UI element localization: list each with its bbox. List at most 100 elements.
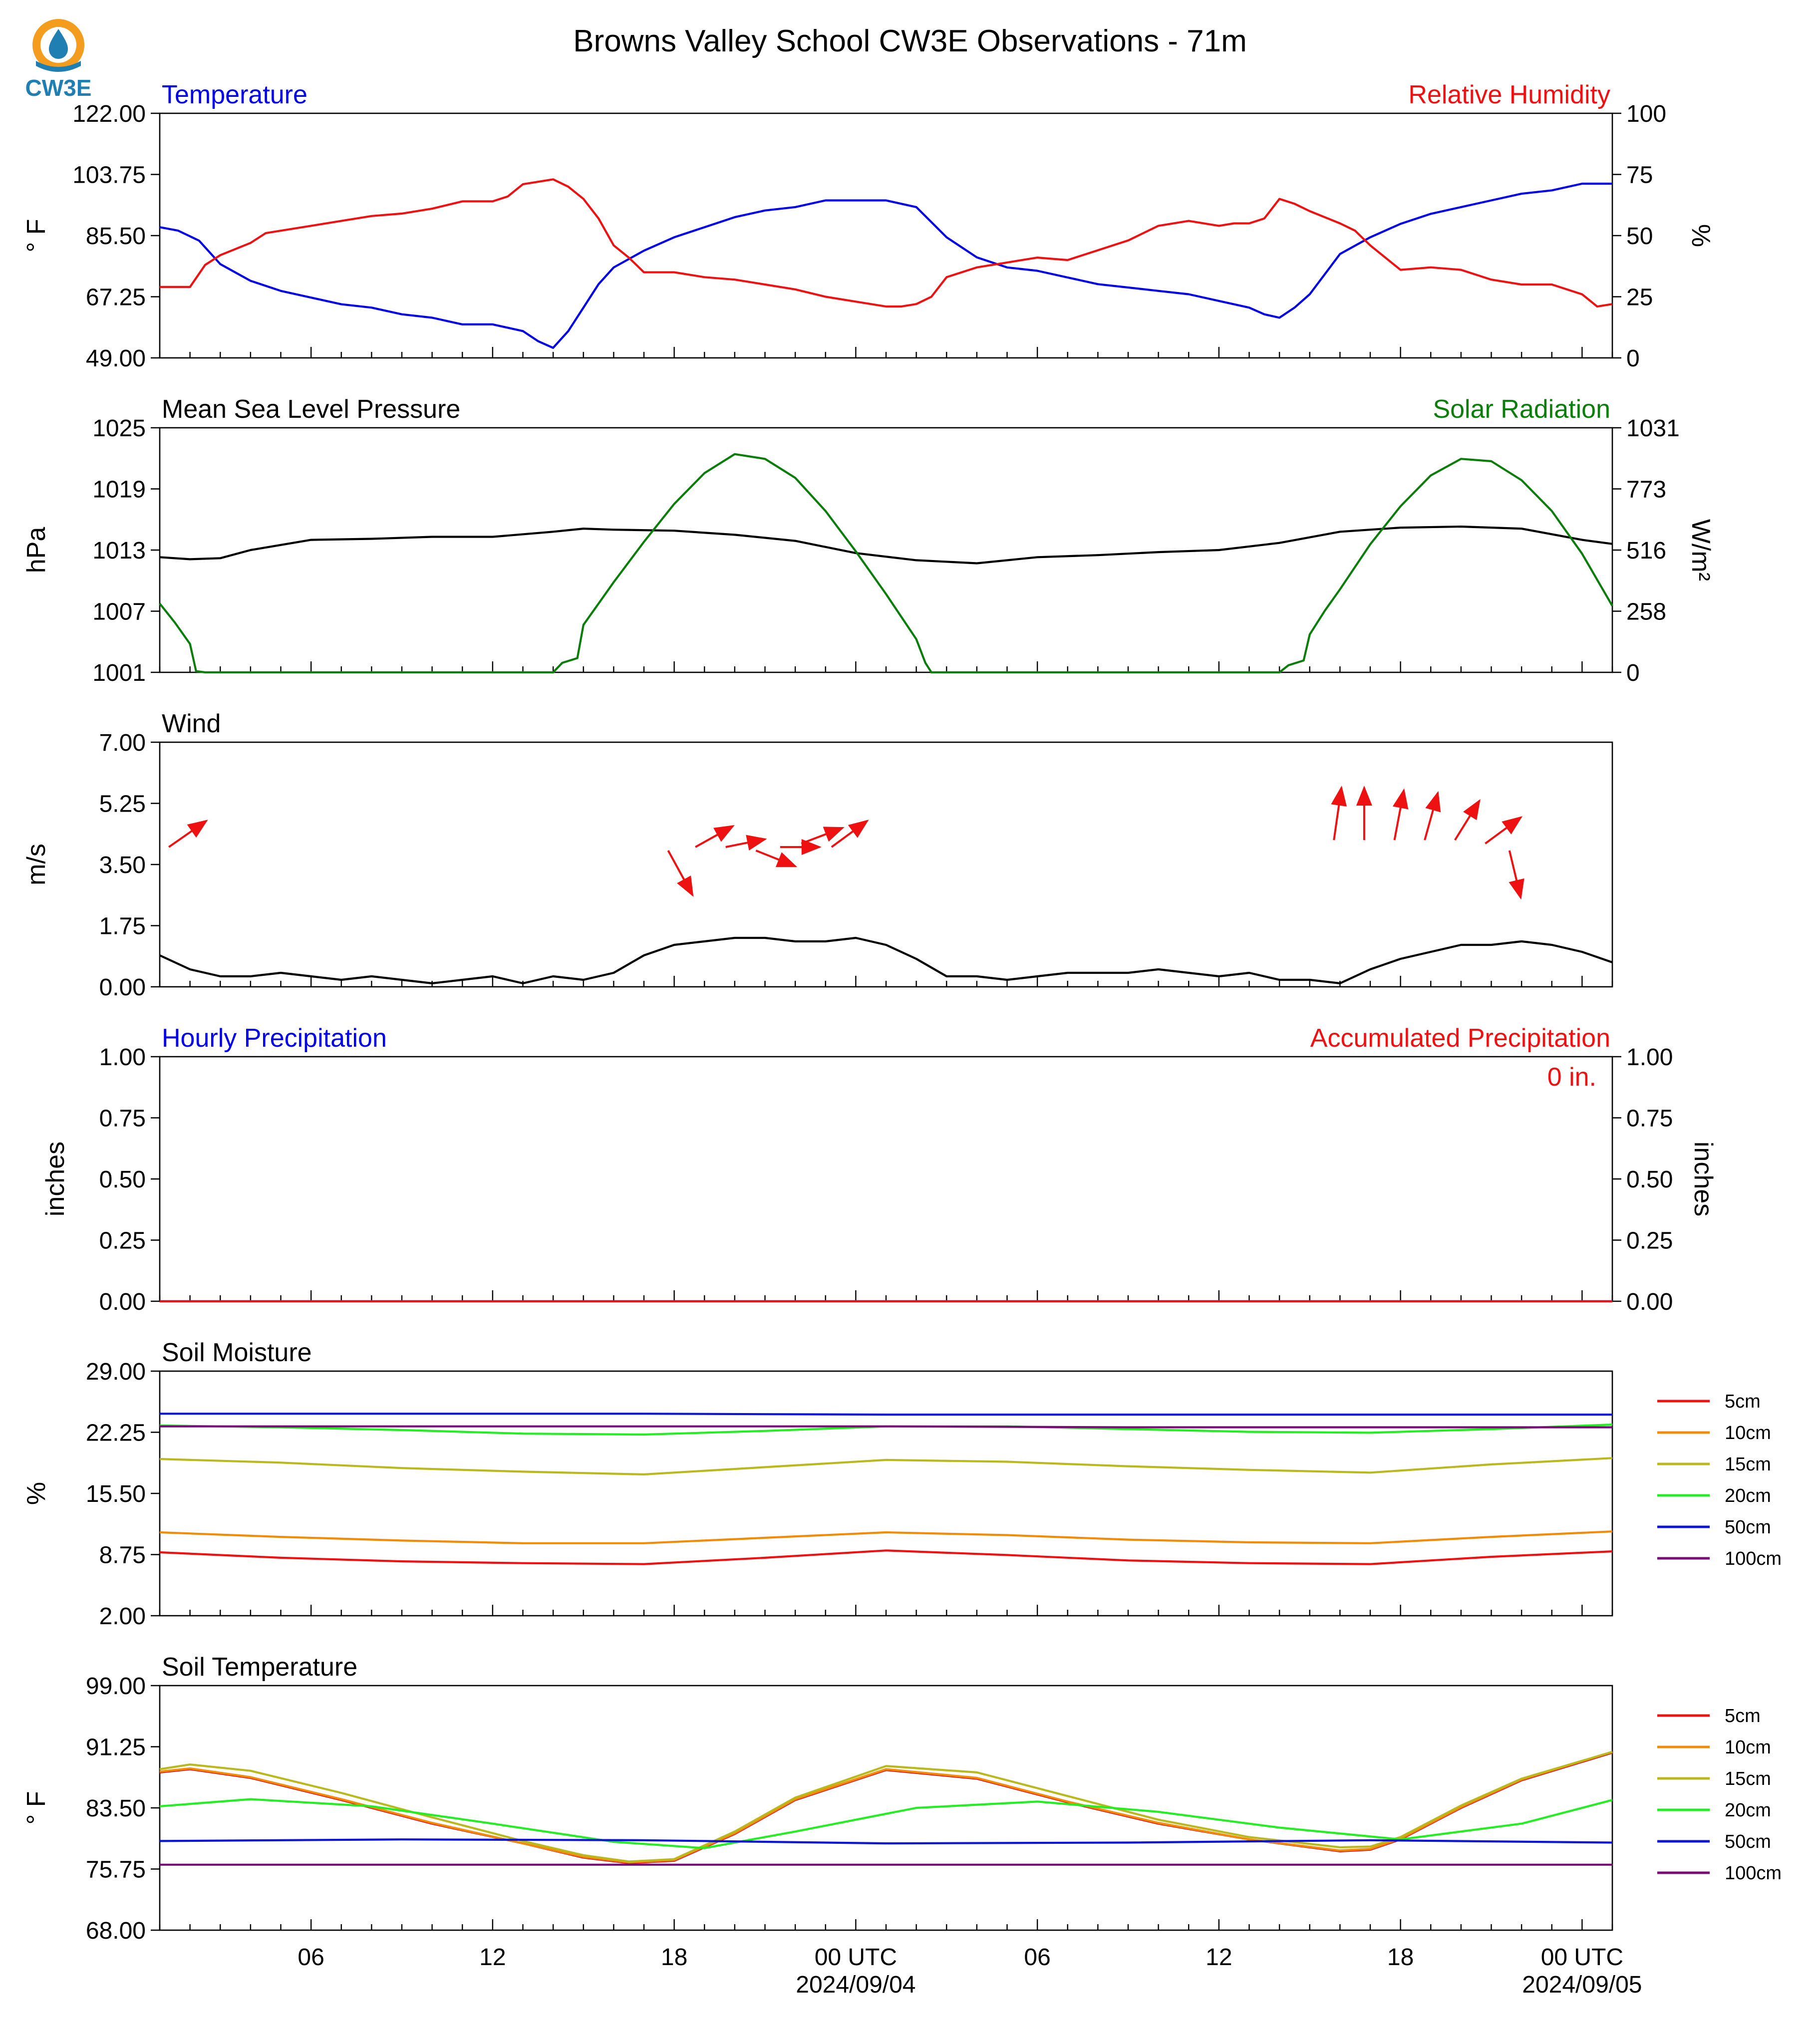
x-tick-label: 12 xyxy=(1206,1944,1232,1971)
series-line-2 xyxy=(159,1750,1613,1864)
y-tick-label: 0.75 xyxy=(99,1106,146,1132)
legend-entry: 20cm xyxy=(1725,1485,1771,1506)
panel-title-left: Mean Sea Level Pressure xyxy=(162,395,460,424)
series-line-5 xyxy=(160,1413,1612,1416)
legend-entry: 5cm xyxy=(1725,1706,1761,1727)
panel-title-left: Temperature xyxy=(162,80,307,109)
legend-entry: 5cm xyxy=(1725,1391,1761,1412)
wind-vector xyxy=(755,850,797,868)
y-tick-label: 91.25 xyxy=(86,1735,146,1761)
panel-6: 99.00 91.25 83.50 75.75 68.00 ° F Soil Tempera… xyxy=(22,1653,1782,1944)
y-tick-right-label: 0.25 xyxy=(1626,1228,1673,1254)
y-tick-right-label: 258 xyxy=(1626,599,1666,625)
logo-text: CW3E xyxy=(25,75,92,101)
x-tick-label: 12 xyxy=(479,1944,506,1971)
series-line-6 xyxy=(160,1425,1612,1429)
y-tick-right-label: 100 xyxy=(1626,101,1666,127)
wind-vector xyxy=(1508,850,1524,900)
wind-vector xyxy=(1331,786,1347,841)
x-tick-label: 00 UTC xyxy=(815,1944,897,1971)
panel-2: 1025 1019 1013 1007 1001 1031 773 516 258 0 hPa W/m… xyxy=(22,395,1715,686)
accumulated-total-label: 0 in. xyxy=(1547,1063,1596,1092)
wind-vector xyxy=(1454,799,1481,841)
y-tick-label: 99.00 xyxy=(86,1673,146,1700)
y-tick-right-label: 25 xyxy=(1626,285,1653,311)
panel-4: 1.00 0.75 0.50 0.25 0.00 1.00 0.75 0.50 0.25 0.00… xyxy=(41,1024,1718,1315)
series-line-2 xyxy=(159,453,1613,674)
x-tick-label: 18 xyxy=(661,1944,687,1971)
legend-entry: 10cm xyxy=(1725,1737,1771,1758)
wind-vector xyxy=(1392,788,1409,841)
y-tick-label: 0.00 xyxy=(99,1289,146,1315)
y-axis-label: m/s xyxy=(22,844,51,885)
x-tick-label: 06 xyxy=(1024,1944,1050,1971)
legend-entry: 10cm xyxy=(1725,1423,1771,1444)
y-axis-label: hPa xyxy=(22,527,51,574)
wind-vector xyxy=(831,820,869,848)
y-tick-label: 0.50 xyxy=(99,1166,146,1193)
x-date-label: 2024/09/04 xyxy=(796,1972,915,1998)
panel-title-right: Relative Humidity xyxy=(1408,80,1610,109)
y-axis-label: ° F xyxy=(22,1791,51,1824)
y-tick-label: 7.00 xyxy=(99,730,146,756)
legend-entry: 50cm xyxy=(1725,1517,1771,1538)
y-tick-right-label: 516 xyxy=(1626,538,1666,564)
x-tick-label: 18 xyxy=(1387,1944,1414,1971)
y-tick-label: 49.00 xyxy=(86,345,146,372)
y-tick-label: 0.00 xyxy=(99,974,146,1001)
series-line-1 xyxy=(159,936,1613,985)
cw3e-logo: CW3E xyxy=(25,19,92,101)
y-tick-label: 1.00 xyxy=(99,1044,146,1071)
y-tick-label: 3.50 xyxy=(99,852,146,878)
series-line-5 xyxy=(159,1838,1613,1845)
y-tick-right-label: 0.50 xyxy=(1626,1166,1673,1193)
legend: 5cm 10cm 15cm 20cm 50cm 100cm xyxy=(1657,1706,1782,1884)
legend: 5cm 10cm 15cm 20cm 50cm 100cm xyxy=(1657,1391,1782,1569)
y-tick-label: 2.00 xyxy=(99,1603,146,1630)
y-tick-label: 103.75 xyxy=(72,162,146,189)
wind-vector xyxy=(725,835,767,851)
wind-vector xyxy=(168,820,208,848)
panel-title-left: Soil Temperature xyxy=(162,1653,357,1682)
y-tick-label: 85.50 xyxy=(86,223,146,250)
wind-vector xyxy=(801,827,845,845)
y-tick-label: 22.25 xyxy=(86,1420,146,1447)
wind-vector xyxy=(667,850,694,897)
y-axis-label-right: % xyxy=(1686,224,1715,247)
legend-entry: 100cm xyxy=(1725,1548,1782,1569)
legend-entry: 50cm xyxy=(1725,1831,1771,1852)
y-tick-right-label: 0 xyxy=(1626,345,1640,372)
x-tick-label: 00 UTC xyxy=(1541,1944,1623,1971)
wind-vector xyxy=(695,825,735,848)
y-tick-right-label: 0.00 xyxy=(1626,1289,1673,1315)
y-tick-label: 5.25 xyxy=(99,791,146,818)
panel-title-right: Solar Radiation xyxy=(1433,395,1610,424)
panel-title-left: Soil Moisture xyxy=(162,1338,312,1367)
y-tick-label: 15.50 xyxy=(86,1481,146,1507)
legend-entry: 100cm xyxy=(1725,1863,1782,1884)
y-tick-right-label: 0.75 xyxy=(1626,1106,1673,1132)
panel-title-left: Wind xyxy=(162,709,221,738)
panel-5: 29.00 22.25 15.50 8.75 2.00% Soil Moisture 5cm… xyxy=(22,1338,1782,1630)
wind-vector xyxy=(1485,816,1523,845)
y-axis-label-right: inches xyxy=(1689,1142,1718,1216)
y-tick-label: 83.50 xyxy=(86,1795,146,1822)
y-tick-label: 68.00 xyxy=(86,1918,146,1944)
series-line-4 xyxy=(159,1798,1613,1849)
series-line-3 xyxy=(159,1457,1613,1475)
y-tick-label: 1.75 xyxy=(99,913,146,940)
y-tick-right-label: 773 xyxy=(1626,477,1666,503)
y-axis-label: ° F xyxy=(22,219,51,252)
y-tick-right-label: 1.00 xyxy=(1626,1044,1673,1071)
legend-entry: 15cm xyxy=(1725,1768,1771,1789)
y-tick-label: 29.00 xyxy=(86,1359,146,1385)
series-line-3 xyxy=(159,1750,1613,1863)
chart-title: Browns Valley School CW3E Observations -… xyxy=(573,24,1247,58)
legend-entry: 15cm xyxy=(1725,1454,1771,1475)
y-tick-right-label: 1031 xyxy=(1626,415,1680,442)
x-date-label: 2024/09/05 xyxy=(1522,1972,1642,1998)
panel-3: 7.00 5.25 3.50 1.75 0.00 m/s Wind xyxy=(22,709,1613,1001)
y-tick-right-label: 50 xyxy=(1626,223,1653,250)
